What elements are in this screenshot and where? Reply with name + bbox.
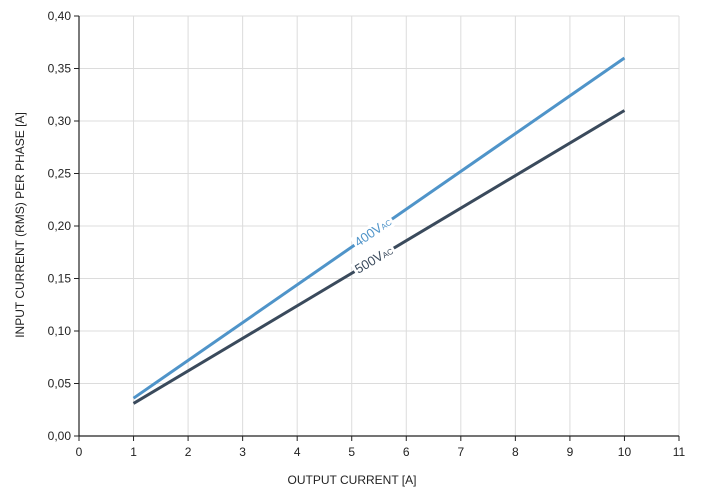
x-tick-label: 1 (130, 445, 137, 459)
x-tick-label: 3 (239, 445, 246, 459)
y-tick-label: 0,05 (48, 377, 72, 391)
x-tick-label: 6 (403, 445, 410, 459)
y-tick-label: 0,00 (48, 429, 72, 443)
x-tick-label: 7 (457, 445, 464, 459)
y-tick-label: 0,20 (48, 219, 72, 233)
y-tick-label: 0,10 (48, 324, 72, 338)
y-tick-label: 0,15 (48, 272, 72, 286)
x-tick-label: 9 (567, 445, 574, 459)
x-axis-title: OUTPUT CURRENT [A] (288, 473, 417, 487)
x-tick-label: 4 (294, 445, 301, 459)
x-tick-label: 8 (512, 445, 519, 459)
x-tick-label: 11 (673, 445, 686, 459)
x-tick-label: 10 (618, 445, 632, 459)
axes: 0 1 2 3 4 5 6 7 8 9 10 11 0,00 0,05 0,10 0,15 0,20 0,25 0,… (48, 9, 686, 459)
x-tick-label: 2 (185, 445, 192, 459)
y-tick-label: 0,35 (48, 62, 72, 76)
y-tick-label: 0,40 (48, 9, 72, 23)
y-tick-label: 0,25 (48, 167, 72, 181)
y-axis-title: INPUT CURRENT (RMS) PER PHASE [A] (13, 112, 27, 338)
y-tick-label: 0,30 (48, 114, 72, 128)
x-tick-label: 0 (76, 445, 83, 459)
x-tick-label: 5 (348, 445, 355, 459)
grid (79, 15, 680, 436)
